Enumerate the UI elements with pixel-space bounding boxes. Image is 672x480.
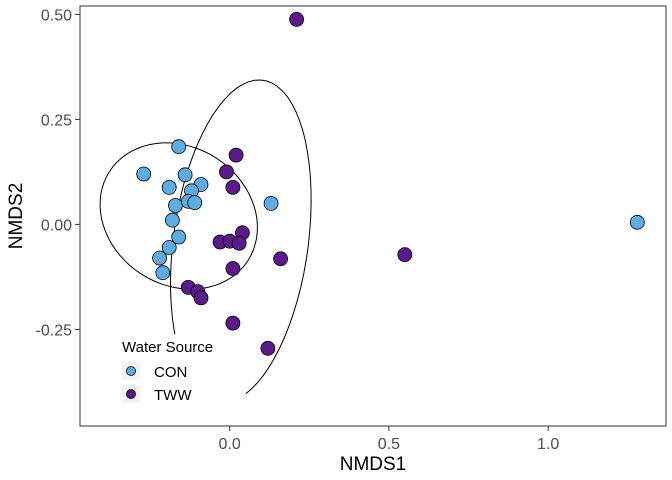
x-axis-title: NMDS1 [340, 454, 407, 475]
legend-key-tww [126, 389, 136, 399]
point-tww [219, 164, 234, 180]
x-tick-label: 1.0 [537, 436, 559, 453]
point-con [629, 214, 645, 230]
point-tww [289, 11, 305, 27]
data-points [136, 11, 645, 356]
point-con [152, 250, 168, 266]
point-con [161, 240, 177, 255]
y-tick-label: 0.00 [41, 217, 72, 234]
x-axis: 0.0 0.5 1.0 [219, 426, 559, 453]
x-tick-label: 0.5 [378, 436, 400, 453]
point-tww [231, 235, 247, 251]
point-tww [225, 261, 241, 276]
point-con [263, 195, 279, 211]
y-tick-label: 0.50 [41, 7, 72, 24]
point-tww [260, 340, 276, 356]
point-tww [225, 179, 241, 195]
point-tww [228, 147, 244, 163]
legend-label-con: CON [154, 364, 187, 381]
point-con [161, 179, 177, 195]
point-tww [397, 247, 413, 263]
point-con [177, 167, 193, 183]
point-con [187, 195, 203, 211]
legend: Water Source CON TWW [114, 334, 246, 412]
y-tick-label: 0.25 [41, 112, 72, 129]
y-axis: -0.25 0.00 0.25 0.50 [36, 7, 80, 339]
y-axis-title: NMDS2 [6, 183, 27, 250]
point-tww [273, 251, 289, 267]
point-con [164, 212, 180, 228]
point-con [136, 166, 152, 182]
point-tww [193, 290, 209, 306]
point-con [155, 265, 171, 281]
x-tick-label: 0.0 [219, 436, 241, 453]
point-con [171, 139, 187, 155]
legend-key-con [126, 366, 136, 376]
point-con [168, 198, 183, 213]
y-tick-label: -0.25 [36, 322, 73, 339]
point-tww [225, 315, 241, 331]
legend-title: Water Source [122, 339, 213, 356]
legend-label-tww: TWW [154, 387, 192, 404]
point-con [171, 229, 187, 245]
